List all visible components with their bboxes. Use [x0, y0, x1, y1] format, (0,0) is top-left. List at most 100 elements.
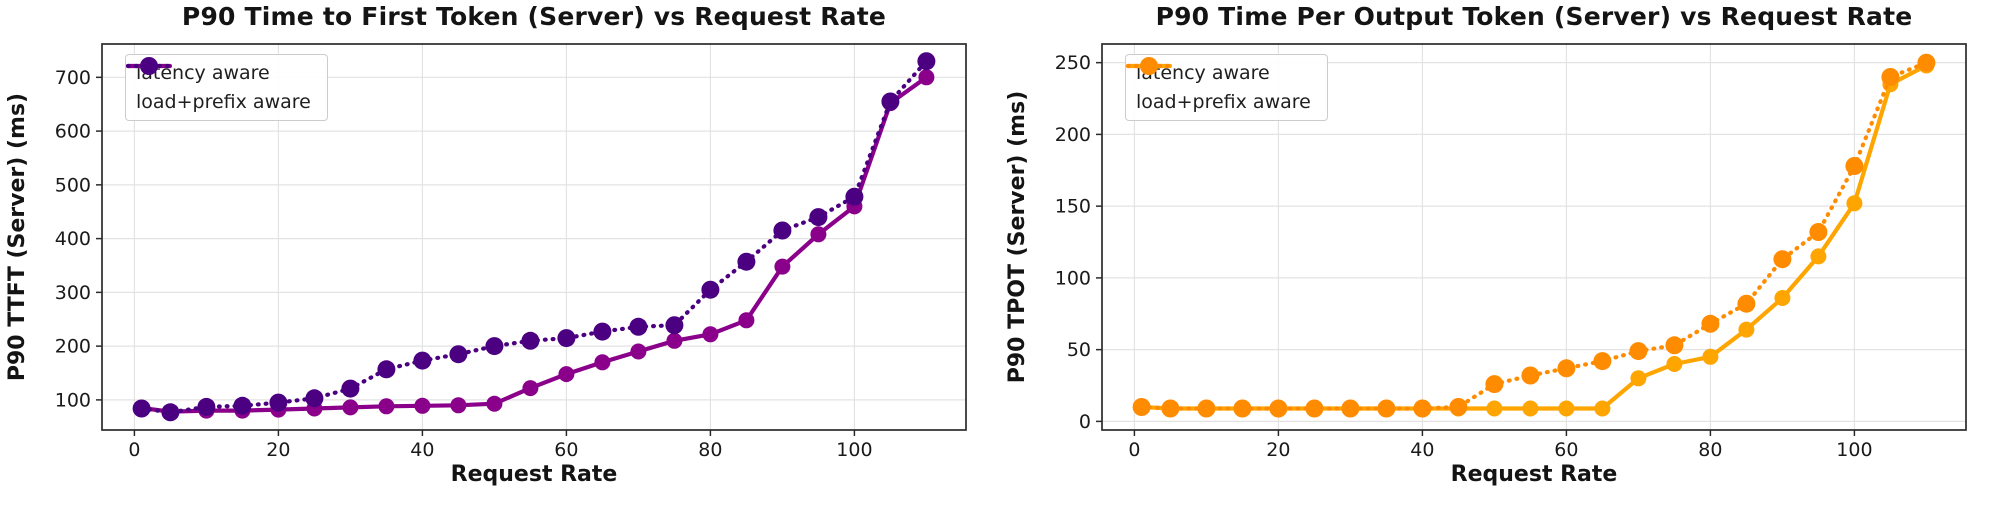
y-tick-label: 250 — [1055, 52, 1091, 74]
series-marker — [1702, 348, 1719, 365]
series-marker — [377, 360, 396, 379]
series-marker — [629, 317, 648, 336]
series-marker — [773, 221, 792, 240]
y-tick-label: 200 — [1055, 124, 1091, 146]
legend: latency aware load+prefix aware — [1125, 54, 1328, 121]
y-axis-label: P90 TTFT (Server) (ms) — [5, 92, 30, 382]
series-marker — [881, 92, 900, 111]
series-marker — [701, 280, 720, 299]
series-marker — [1485, 375, 1504, 394]
legend-line-sample — [1126, 57, 1172, 75]
x-tick-label: 100 — [1836, 439, 1872, 461]
series-marker — [522, 380, 539, 397]
series-marker — [1486, 400, 1503, 417]
series-marker — [486, 395, 503, 412]
y-tick-label: 0 — [1079, 411, 1091, 433]
series-marker — [305, 389, 324, 408]
ttft-plot-canvas: 0 20 40 60 80 100 100 200 300 400 500 600 700 — [55, 43, 967, 461]
series-marker — [702, 326, 719, 343]
series-marker — [450, 397, 467, 414]
series-marker — [269, 393, 288, 412]
series-marker — [1594, 400, 1611, 417]
x-tick-label: 60 — [1554, 439, 1578, 461]
series-marker — [845, 187, 864, 206]
series-marker — [378, 398, 395, 415]
series-marker — [1305, 399, 1324, 418]
series-marker — [594, 354, 611, 371]
chart-title: P90 Time to First Token (Server) vs Requ… — [181, 2, 887, 31]
series-marker — [1233, 399, 1252, 418]
series-marker — [1449, 398, 1468, 416]
series-marker — [1810, 248, 1827, 265]
x-tick-label: 0 — [128, 439, 140, 461]
x-tick-label: 80 — [698, 439, 722, 461]
x-tick-label: 20 — [1266, 439, 1290, 461]
series-marker — [665, 316, 684, 335]
series-marker — [1738, 321, 1755, 338]
y-tick-label: 200 — [55, 336, 91, 358]
series-marker — [485, 337, 504, 356]
chart-title: P90 Time Per Output Token (Server) vs Re… — [1155, 2, 1913, 31]
series-marker — [666, 332, 683, 349]
series-marker — [1773, 250, 1792, 269]
x-axis-label: Request Rate — [1450, 462, 1618, 487]
series-marker — [1558, 400, 1575, 417]
series-marker — [341, 379, 360, 398]
series-marker — [1846, 195, 1863, 212]
series-marker — [342, 399, 359, 416]
plot-border — [101, 43, 967, 431]
series-marker — [1701, 314, 1720, 333]
series-marker — [1161, 399, 1180, 418]
series-marker — [521, 331, 540, 350]
series-marker — [1774, 290, 1791, 306]
series-marker — [917, 52, 936, 71]
series-marker — [1917, 53, 1936, 72]
series-marker — [918, 69, 935, 86]
series-marker — [1413, 399, 1432, 418]
legend-entry: load+prefix aware — [126, 57, 311, 113]
series-marker — [1845, 157, 1864, 175]
legend-label: load+prefix aware — [1136, 91, 1311, 113]
series-marker — [1521, 366, 1540, 385]
series-marker — [413, 351, 432, 370]
series-marker — [1377, 399, 1396, 418]
series-marker — [161, 403, 180, 422]
series-marker — [810, 226, 827, 243]
x-tick-label: 0 — [1128, 439, 1140, 461]
x-tick-label: 40 — [410, 439, 434, 461]
y-tick-label: 300 — [55, 282, 91, 304]
legend-label: load+prefix aware — [136, 91, 311, 113]
series-marker — [414, 397, 431, 414]
legend: latency aware load+prefix aware — [125, 54, 328, 121]
y-tick-label: 700 — [55, 67, 91, 89]
x-tick-label: 80 — [1698, 439, 1722, 461]
series-marker — [1197, 399, 1216, 418]
series-line-solid — [139, 75, 929, 414]
y-tick-label: 600 — [55, 121, 91, 143]
series-marker — [1809, 223, 1828, 241]
x-tick-label: 40 — [1410, 439, 1434, 461]
series-marker — [738, 312, 755, 329]
series-marker — [1629, 342, 1648, 361]
series-marker — [1269, 399, 1288, 418]
series-marker — [809, 208, 828, 227]
series-marker — [593, 322, 612, 341]
plot-border — [1101, 43, 1967, 431]
series-marker — [1630, 370, 1647, 387]
series-marker — [1737, 294, 1756, 313]
series-marker — [1132, 398, 1151, 416]
series-marker — [197, 397, 216, 416]
series-marker — [1341, 399, 1360, 418]
y-tick-label: 50 — [1067, 339, 1091, 361]
series-marker — [1557, 359, 1576, 378]
series-marker — [1666, 356, 1683, 372]
x-tick-label: 60 — [554, 439, 578, 461]
series-marker — [449, 345, 468, 364]
y-tick-label: 150 — [1055, 196, 1091, 218]
y-tick-label: 100 — [55, 389, 91, 411]
chart-tpot: 0 20 40 60 80 100 0 50 100 150 200 250 P90 Time Per… — [1000, 0, 1999, 515]
x-tick-label: 100 — [836, 439, 872, 461]
series-marker — [558, 366, 575, 383]
series-marker — [737, 252, 756, 271]
